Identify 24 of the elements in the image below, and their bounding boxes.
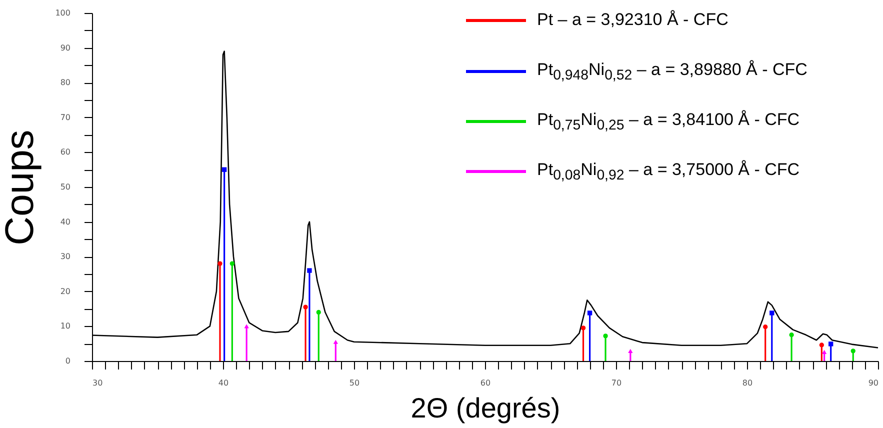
y-tick-label: 100 — [55, 8, 70, 18]
x-tick-label: 70 — [611, 378, 622, 388]
y-tick-label: 20 — [60, 286, 70, 296]
legend-label: Pt$_{0,75}$Ni$_{0,25}$ – a = 3,84100 Å - CFC — [537, 110, 800, 134]
y-tick-label: 90 — [60, 43, 70, 52]
y-tick-label: 10 — [60, 322, 70, 331]
x-tick-label: 40 — [218, 378, 229, 388]
legend-label: Pt – a = 3,92310 Å - CFC — [537, 10, 728, 30]
y-tick-label: 40 — [60, 217, 70, 226]
x-tick-label: 80 — [742, 378, 753, 388]
y-tick-label: 80 — [60, 78, 70, 88]
legend-label: Pt$_{0,948}$Ni$_{0,52}$ – a = 3,89880 Å - CFC — [537, 60, 808, 84]
y-tick-label: 30 — [60, 252, 70, 262]
y-tick-label: 50 — [60, 182, 70, 192]
x-tick-label: 30 — [92, 378, 103, 388]
x-tick-label: 50 — [349, 378, 360, 388]
y-tick-label: 60 — [60, 148, 70, 157]
y-tick-label: 0 — [65, 356, 70, 366]
legend-label: Pt$_{0,08}$Ni$_{0,92}$ – a = 3,75000 Å - CFC — [537, 160, 800, 184]
x-tick-label: 60 — [480, 378, 491, 388]
y-axis-title: Coups — [0, 130, 42, 246]
x-tick-label: 90 — [868, 378, 878, 388]
x-axis-title: 2Θ (degrés) — [410, 392, 560, 424]
y-tick-label: 70 — [60, 112, 70, 122]
